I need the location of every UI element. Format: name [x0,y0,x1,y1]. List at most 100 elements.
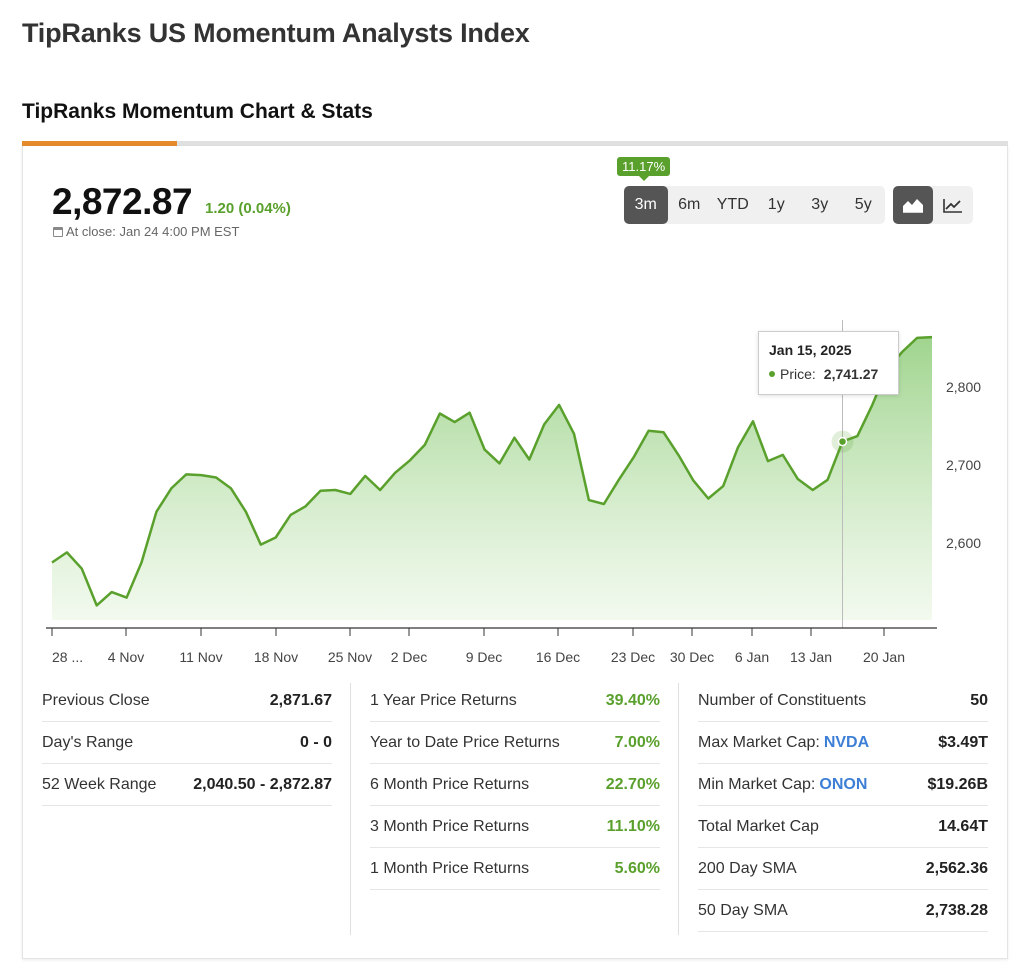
y-axis-tick-label: 2,800 [946,379,981,395]
y-axis-tick-label: 2,700 [946,457,981,473]
stat-row-min-market-cap: Min Market Cap: ONON $19.26B [698,764,988,806]
stat-label: 3 Month Price Returns [370,817,530,835]
stat-value: $19.26B [927,775,989,793]
x-axis-tick-label: 30 Dec [670,649,714,665]
area-chart-icon [903,199,923,213]
range-button-ytd[interactable]: YTD [716,196,749,213]
close-time: At close: Jan 24 4:00 PM EST [53,224,239,239]
stat-label: 1 Month Price Returns [370,859,530,877]
range-button-3y[interactable]: 3y [811,196,829,213]
stat-value: 2,871.67 [269,691,332,709]
stat-label: 50 Day SMA [698,901,788,919]
section-progress-track [22,141,1008,146]
x-axis-tick-label: 6 Jan [735,649,769,665]
stats-divider [678,683,679,935]
area-chart-button[interactable] [893,186,933,224]
range-button-1y[interactable]: 1y [767,196,785,213]
stat-value: $3.49T [938,733,988,751]
page-title: TipRanks US Momentum Analysts Index [22,18,530,48]
stat-label: 200 Day SMA [698,859,797,877]
stat-value: 22.70% [605,775,660,793]
y-axis-tick-label: 2,600 [946,535,981,551]
stat-value: 7.00% [614,733,660,751]
ticker-link-onon[interactable]: ONON [819,775,868,793]
tooltip-price-label: Price: [780,366,816,382]
range-button-6m[interactable]: 6m [678,196,701,213]
x-axis-tick-label: 25 Nov [328,649,372,665]
chart-area-fill [52,337,932,620]
close-time-label: At close: Jan 24 4:00 PM EST [66,224,240,239]
stat-row-1m-return: 1 Month Price Returns 5.60% [370,848,660,890]
range-return-badge: 11.17% [617,157,671,181]
stat-value: 50 [970,691,988,709]
chart-tooltip: Jan 15, 2025 Price: 2,741.27 [758,331,899,395]
stat-label: Number of Constituents [698,691,867,709]
line-chart-button[interactable] [933,186,973,224]
stats-column-2: 1 Year Price Returns 39.40% Year to Date… [370,680,660,890]
x-axis-tick-label: 23 Dec [611,649,655,665]
range-selector: 3m 6m YTD 1y 3y 5y [624,186,885,224]
x-axis-tick-label: 18 Nov [254,649,298,665]
stat-value: 11.10% [606,817,660,835]
stat-row-max-market-cap: Max Market Cap: NVDA $3.49T [698,722,988,764]
ticker-link-nvda[interactable]: NVDA [823,733,870,751]
stat-row-ytd-return: Year to Date Price Returns 7.00% [370,722,660,764]
stat-label: Min Market Cap: [698,775,816,793]
chart-hover-point [837,436,848,447]
stat-value: 0 - 0 [299,733,332,751]
stat-label-wrap: Min Market Cap: ONON [698,776,867,794]
line-chart-icon [943,199,962,213]
x-axis-tick-label: 9 Dec [466,649,503,665]
chart-series-line [51,335,933,607]
stat-row-52-week-range: 52 Week Range 2,040.50 - 2,872.87 [42,764,332,806]
price-chart[interactable]: 28 ... 4 Nov 11 Nov 18 Nov 25 Nov 2 Dec 9 Dec 1… [0,0,1024,680]
x-axis-tick-label: 13 Jan [790,649,832,665]
stat-label: 6 Month Price Returns [370,775,530,793]
stat-label: Total Market Cap [698,817,819,835]
x-axis-tick-label: 20 Jan [863,649,905,665]
tooltip-date: Jan 15, 2025 [769,342,852,358]
tooltip-price-row: Price: 2,741.27 [769,366,888,382]
stat-value: 39.40% [605,691,660,709]
stat-row-50-day-sma: 50 Day SMA 2,738.28 [698,890,988,932]
stat-row-constituents: Number of Constituents 50 [698,680,988,722]
calendar-icon [53,226,63,237]
chart-type-selector [893,186,973,224]
stat-label: 52 Week Range [42,775,157,793]
stat-row-1y-return: 1 Year Price Returns 39.40% [370,680,660,722]
stat-value: 14.64T [938,817,988,835]
stat-value: 2,738.28 [925,901,988,919]
stats-column-1: Previous Close 2,871.67 Day's Range 0 - … [42,680,332,806]
x-axis-tick-label: 2 Dec [391,649,428,665]
stat-value: 2,040.50 - 2,872.87 [193,775,332,793]
stat-label: 1 Year Price Returns [370,691,517,709]
stat-value: 2,562.36 [925,859,988,877]
index-price: 2,872.87 [52,181,193,222]
stat-row-6m-return: 6 Month Price Returns 22.70% [370,764,660,806]
section-progress-fill [22,141,177,146]
stat-row-200-day-sma: 200 Day SMA 2,562.36 [698,848,988,890]
x-axis-tick-label: 16 Dec [536,649,580,665]
stat-row-3m-return: 3 Month Price Returns 11.10% [370,806,660,848]
section-title: TipRanks Momentum Chart & Stats [22,100,373,123]
range-button-5y[interactable]: 5y [854,196,872,213]
index-change: 1.20 (0.04%) [205,200,291,217]
stat-row-total-market-cap: Total Market Cap 14.64T [698,806,988,848]
x-axis-tick-label: 11 Nov [179,649,222,665]
stat-label: Max Market Cap: [698,733,820,751]
stat-label-wrap: Max Market Cap: NVDA [698,734,869,752]
stats-column-3: Number of Constituents 50 Max Market Cap… [698,680,988,932]
stat-label: Year to Date Price Returns [370,733,560,751]
chart-card [22,146,1008,959]
stats-divider [350,683,351,935]
series-dot-icon [769,371,775,377]
stat-row-previous-close: Previous Close 2,871.67 [42,680,332,722]
tooltip-price-value: 2,741.27 [823,366,879,382]
stat-row-days-range: Day's Range 0 - 0 [42,722,332,764]
x-axis-tick-label: 28 ... [52,649,83,665]
x-axis-tick-label: 4 Nov [108,649,145,665]
stat-value: 5.60% [614,859,660,877]
stat-label: Previous Close [42,691,150,709]
stat-label: Day's Range [42,733,134,751]
range-button-3m[interactable]: 3m [624,186,668,224]
